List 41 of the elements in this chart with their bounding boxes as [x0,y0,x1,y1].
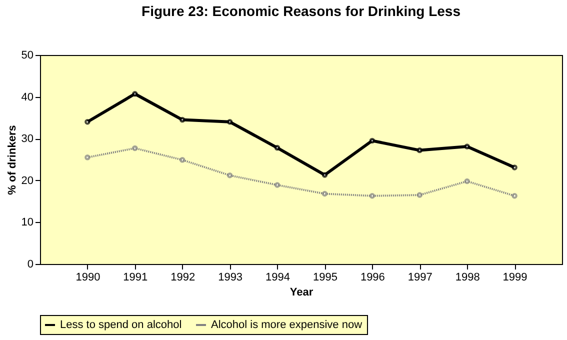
x-tick-label: 1995 [312,272,338,284]
point [226,119,233,125]
x-tick-label: 1991 [123,272,148,284]
x-tick-label: 1997 [408,272,432,284]
point [132,91,138,97]
y-tick-label: 40 [21,91,34,104]
point [464,178,470,184]
x-tick-label: 1999 [502,272,528,284]
point [464,144,470,150]
point [226,172,233,178]
point [369,138,376,144]
y-tick-label: 10 [21,216,34,229]
y-axis-title: % of drinkers [6,125,18,195]
x-axis-title: Year [290,286,314,298]
point [84,154,90,160]
legend-label: Alcohol is more expensive now [211,319,362,331]
point [322,172,328,178]
x-tick-label: 1992 [170,272,196,284]
point [416,147,423,154]
point [274,144,280,151]
point [179,157,186,163]
x-tick-label: 1993 [218,272,243,284]
point [132,145,138,152]
point [84,119,90,125]
legend-label: Less to spend on alcohol [60,319,182,331]
x-tick-label: 1994 [266,272,290,284]
chart-title: Figure 23: Economic Reasons for Drinking Less [142,3,461,19]
x-tick-label: 1998 [455,272,480,284]
point [512,193,518,199]
point [322,190,328,197]
point [512,164,518,170]
y-tick-label: 50 [21,50,34,62]
x-tick-label: 1990 [76,272,100,284]
point [369,193,376,199]
point [179,116,186,123]
y-tick-label: 0 [27,258,34,270]
y-tick-label: 30 [21,133,34,146]
point [274,182,280,188]
y-tick-label: 20 [21,174,34,187]
x-tick-label: 1996 [360,272,385,284]
point [416,192,423,198]
